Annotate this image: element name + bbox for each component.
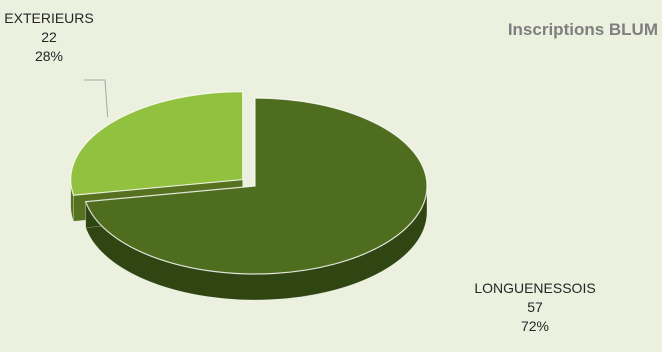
data-label-longuenessois: LONGUENESSOIS 57 72% bbox=[460, 279, 610, 336]
data-label-value: 22 bbox=[41, 29, 57, 45]
data-label-value: 57 bbox=[527, 299, 543, 315]
label-leader-line bbox=[84, 79, 109, 118]
pie-slice-longuenessois bbox=[84, 97, 428, 275]
data-label-percent: 72% bbox=[520, 318, 550, 334]
data-label-category: LONGUENESSOIS bbox=[474, 280, 596, 296]
data-label-percent: 28% bbox=[34, 48, 64, 64]
pie-slice-exterieurs bbox=[70, 90, 244, 196]
chart-title: Inscriptions BLUM bbox=[507, 20, 658, 39]
data-label-category: EXTERIEURS bbox=[4, 10, 94, 26]
data-label-exterieurs: EXTERIEURS 22 28% bbox=[1, 9, 97, 66]
